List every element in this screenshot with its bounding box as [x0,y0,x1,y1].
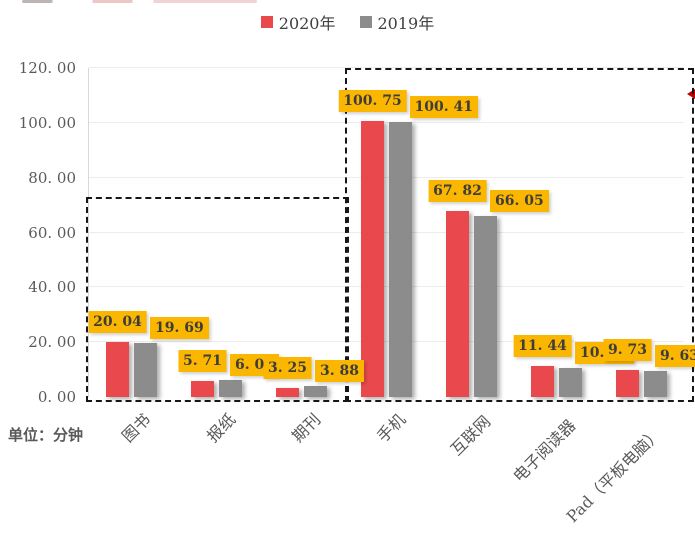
data-label-2019: 9. 63 [655,344,695,367]
data-label-2020: 5. 71 [178,350,227,373]
gridline [89,176,684,178]
data-label-2019: 66. 05 [490,189,549,212]
gridline [89,231,684,233]
legend-swatch-2019-icon [359,16,372,28]
legend: 2020年 2019年 [0,10,695,34]
data-label-2019: 100. 41 [409,95,478,118]
data-label-2020: 20. 04 [88,310,147,334]
clipped-text-artifact [22,0,257,3]
y-axis-tick-label: 100. 00 [18,113,76,132]
legend-label-2019: 2019年 [377,14,435,33]
data-label-2020: 3. 25 [263,357,312,380]
gridline [89,121,684,123]
y-axis-tick-label: 80. 00 [28,168,76,187]
legend-label-2020: 2020年 [278,14,336,33]
x-axis-category-label: 手机 [373,409,410,446]
x-axis-category-label: 图书 [118,409,155,446]
legend-swatch-2020-icon [260,16,273,28]
legend-item-2020: 2020年 [260,10,336,34]
x-axis-category-label: 报纸 [203,409,240,446]
bar-2019 [474,215,497,397]
bar-2020 [106,342,129,397]
bar-2020 [361,120,384,397]
bar-2020 [276,388,299,397]
y-axis-tick-label: 120. 00 [18,59,76,77]
y-axis-tick-label: 0. 00 [37,388,76,406]
y-axis-tick-label: 60. 00 [28,223,76,242]
data-label-2019: 3. 88 [315,360,364,383]
y-axis-tick-label: 20. 00 [28,333,76,352]
bar-2019 [644,370,667,397]
legend-item-2019: 2019年 [359,10,435,34]
x-axis-category-label: 电子阅读器 [509,415,580,486]
bar-2019 [219,380,242,397]
data-label-2020: 11. 44 [513,334,572,357]
data-label-2020: 9. 73 [603,339,652,362]
bar-2019 [389,121,412,397]
bar-2019 [134,343,157,397]
bar-2020 [616,370,639,397]
bar-2019 [304,386,327,397]
x-axis-category-label: 期刊 [288,409,325,446]
bar-2020 [531,365,554,397]
bar-2020 [191,381,214,397]
data-label-2019: 19. 69 [150,316,209,340]
x-axis-category-label: Pad（平板电脑） [562,423,665,527]
gridline [89,286,684,288]
x-axis-category-label: 互联网 [447,411,495,460]
bar-2019 [559,367,582,397]
data-label-2020: 100. 75 [338,89,407,112]
bar-2020 [446,211,469,397]
unit-label: 单位：分钟 [8,426,84,444]
plot-area: 20. 04 19. 69 5. 71 6. 08 3. 25 3. 88 100. 75 1… [88,67,695,397]
data-label-2020: 67. 82 [428,179,487,203]
gridline [89,67,684,68]
gridline [89,341,684,343]
y-axis-tick-label: 40. 00 [28,278,76,297]
red-pointer-artifact [687,89,695,99]
